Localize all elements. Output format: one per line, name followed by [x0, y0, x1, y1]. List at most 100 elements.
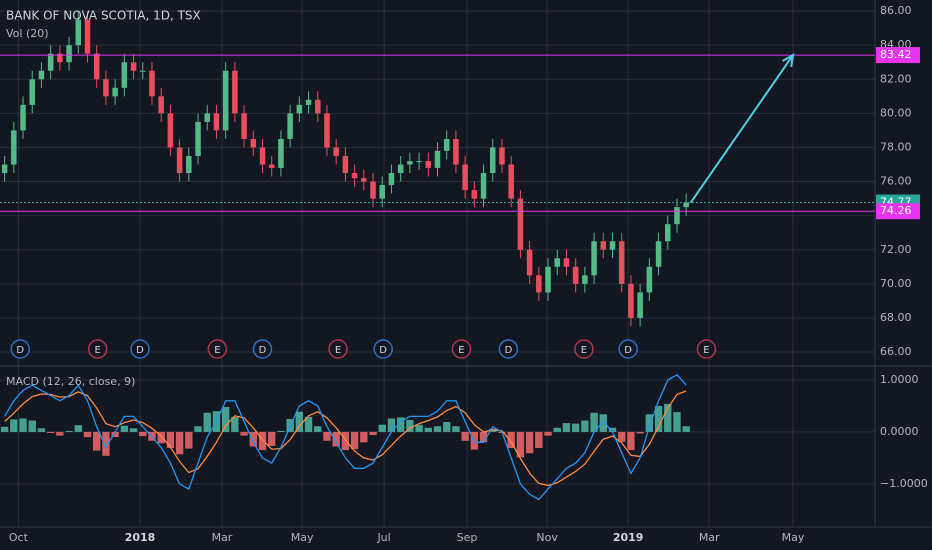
histogram-bar [83, 431, 92, 438]
histogram-bar [682, 426, 690, 432]
candle-body [480, 173, 487, 199]
histogram-bar [553, 427, 561, 432]
histogram-bar [562, 423, 571, 432]
candle-body [315, 99, 321, 114]
macd-line [4, 373, 687, 501]
candle-body [646, 266, 653, 293]
histogram-bar [608, 427, 617, 432]
x-tick-label: May [782, 531, 805, 544]
candle-body [453, 138, 459, 165]
x-tick-label: May [291, 531, 314, 544]
candle-body [38, 70, 45, 80]
x-tick-label: Jul [376, 531, 390, 544]
histogram-bar [571, 423, 580, 432]
candle-body [259, 147, 266, 165]
histogram-bar [10, 419, 18, 432]
histogram-bar [581, 420, 589, 432]
candle-body [29, 79, 35, 105]
chart-title: BANK OF NOVA SCOTIA, 1D, TSX [6, 9, 201, 23]
candle-body [167, 113, 174, 148]
candle-body [628, 283, 634, 318]
candle-body [130, 62, 137, 71]
histogram-bar [415, 424, 423, 432]
histogram-bar [240, 431, 248, 436]
histogram-bar [304, 416, 313, 432]
event-marker [130, 339, 150, 359]
y-tick-label: 0.0000 [880, 425, 919, 438]
histogram-bar [369, 431, 377, 436]
histogram-bar [387, 418, 396, 432]
candle-body [186, 155, 192, 174]
event-label: D [259, 345, 267, 356]
event-label: E [94, 345, 100, 356]
candle-body [683, 202, 689, 208]
candle-body [93, 53, 100, 80]
histogram-bar [65, 430, 73, 432]
y-tick-label: 80.00 [880, 106, 912, 119]
histogram-bar [433, 426, 442, 432]
candle-body [545, 266, 551, 293]
histogram-bar [627, 431, 635, 451]
candle-body [665, 224, 671, 242]
event-marker [87, 339, 108, 359]
event-marker [451, 339, 472, 359]
histogram-bar [37, 428, 46, 432]
candle-body [20, 104, 26, 131]
histogram-bar [599, 414, 607, 432]
histogram-bar [0, 426, 9, 432]
candle-body [443, 138, 450, 151]
histogram-bar [295, 411, 304, 432]
histogram-bar [516, 431, 525, 458]
candle-body [195, 121, 201, 156]
histogram-bar [175, 431, 184, 455]
event-marker [252, 339, 273, 359]
histogram-bar [673, 412, 681, 432]
event-label: D [136, 345, 144, 356]
candle-body [526, 249, 533, 276]
candle-body [66, 45, 72, 63]
histogram-bar [258, 431, 267, 451]
histogram-bar [664, 403, 672, 432]
price-tag [876, 203, 920, 220]
candle-body [232, 70, 238, 114]
event-label: D [624, 345, 632, 356]
candle-body [434, 150, 441, 168]
histogram-bar [120, 425, 129, 432]
histogram-bar [341, 431, 350, 451]
candle-body [296, 104, 303, 114]
signal-line [4, 390, 687, 487]
macd-title: MACD (12, 26, close, 9) [6, 375, 135, 388]
candle-body [176, 147, 183, 174]
y-tick-label: 72.00 [880, 243, 912, 256]
histogram-bar [396, 417, 405, 432]
histogram-bar [74, 425, 82, 432]
candle-body [425, 161, 432, 168]
candle-body [388, 173, 395, 185]
event-marker [696, 339, 717, 359]
candle-body [268, 164, 275, 168]
histogram-bar [406, 419, 414, 432]
candle-body [241, 113, 247, 139]
candle-body [370, 181, 376, 199]
histogram-bar [544, 431, 552, 436]
candle-body [140, 70, 146, 72]
histogram-bar [268, 431, 276, 446]
candle-body [361, 178, 367, 182]
event-marker [10, 339, 31, 359]
event-label: E [703, 345, 709, 356]
histogram-bar [314, 426, 322, 432]
candle-body [342, 155, 349, 174]
volume-label: Vol (20) [6, 27, 49, 40]
candle-body [222, 70, 229, 131]
candle-body [287, 113, 293, 139]
candle-body [149, 70, 155, 97]
candle-body [250, 138, 257, 148]
y-tick-label: 86.00 [880, 4, 912, 17]
x-tick-label: Nov [536, 531, 558, 544]
histogram-bar [654, 405, 663, 432]
y-tick-label: 70.00 [880, 277, 912, 290]
event-marker [498, 339, 519, 359]
candle-body [637, 292, 643, 318]
candle-body [103, 79, 109, 97]
